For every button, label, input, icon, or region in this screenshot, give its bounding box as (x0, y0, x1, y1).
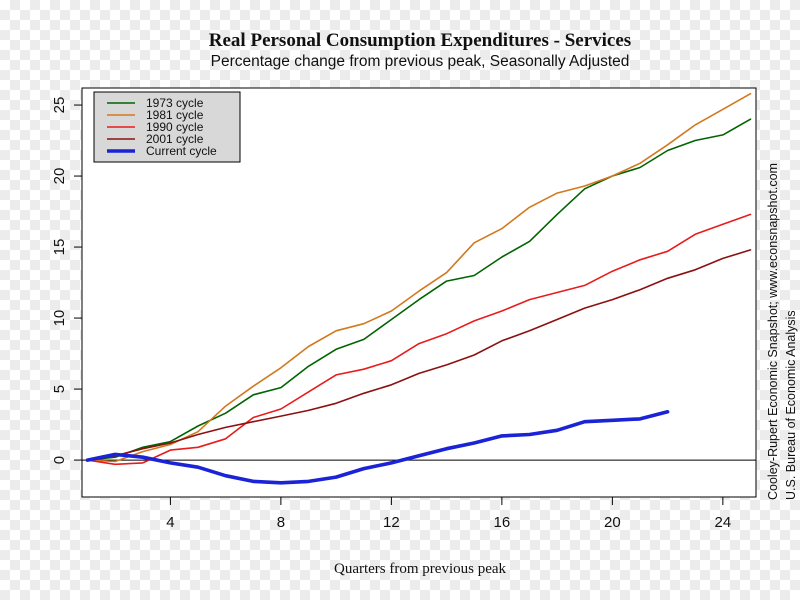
y-tick-label: 0 (51, 456, 68, 464)
x-tick-label: 20 (604, 514, 621, 531)
x-tick-label: 8 (277, 514, 285, 531)
x-tick-label: 16 (494, 514, 511, 531)
credit-note: Cooley-Rupert Economic Snapshot; www.eco… (766, 163, 780, 500)
axes: 4 8 12 16 20 24 0 5 10 15 20 25 (51, 97, 756, 531)
y-tick-label: 25 (51, 97, 68, 114)
series-line (85, 409, 670, 485)
x-tick-label: 24 (715, 514, 732, 531)
series-line (86, 118, 752, 461)
x-tick-label: 4 (166, 514, 174, 531)
legend-label: 2001 cycle (146, 132, 204, 146)
y-tick-label: 20 (51, 168, 68, 185)
legend-label: Current cycle (146, 144, 217, 158)
legend-label: 1990 cycle (146, 120, 204, 134)
series-line (86, 249, 752, 461)
series-lines (85, 92, 752, 485)
y-tick-label: 10 (51, 310, 68, 327)
legend-label: 1973 cycle (146, 96, 204, 110)
chart-title: Real Personal Consumption Expenditures -… (208, 30, 632, 51)
x-axis-label: Quarters from previous peak (333, 561, 507, 577)
y-tick-label: 5 (51, 385, 68, 393)
y-tick-label: 15 (51, 239, 68, 256)
source-note: U.S. Bureau of Economic Analysis (784, 310, 798, 500)
x-tick-label: 12 (383, 514, 400, 531)
series-line (86, 92, 752, 463)
legend-label: 1981 cycle (146, 108, 204, 122)
chart-subtitle: Percentage change from previous peak, Se… (210, 53, 630, 70)
series-line (86, 213, 752, 466)
